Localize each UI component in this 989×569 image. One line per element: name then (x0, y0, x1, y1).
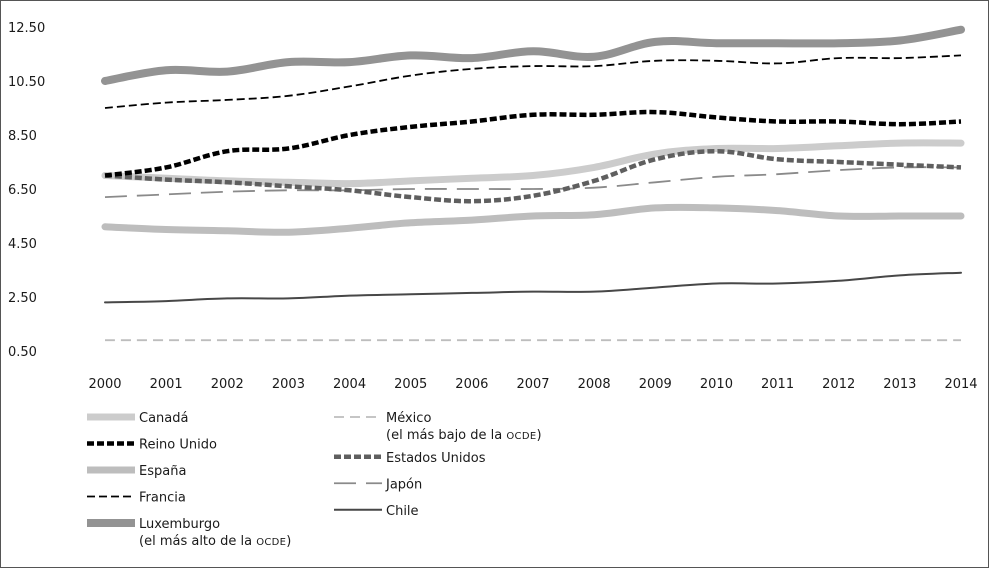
legend-label: Canadá (139, 411, 188, 426)
x-tick-label: 2014 (944, 377, 977, 392)
x-tick-label: 2001 (150, 377, 183, 392)
legend-label: España (139, 464, 186, 479)
legend-label: Reino Unido (139, 438, 217, 453)
x-tick-label: 2009 (639, 377, 672, 392)
x-tick-label: 2004 (333, 377, 366, 392)
x-tick-label: 2003 (272, 377, 305, 392)
y-tick-label: 6.50 (8, 183, 37, 198)
y-tick-label: 8.50 (8, 129, 37, 144)
y-tick-label: 0.50 (8, 345, 37, 360)
x-tick-label: 2010 (700, 377, 733, 392)
series-line-reino-unido (104, 109, 962, 178)
x-tick-label: 2002 (211, 377, 244, 392)
x-tick-label: 2007 (516, 377, 549, 392)
x-tick-label: 2011 (761, 377, 794, 392)
series-line-chile (104, 271, 962, 304)
x-tick-label: 2005 (394, 377, 427, 392)
x-tick-label: 2012 (822, 377, 855, 392)
series-line-luxemburgo (101, 25, 965, 85)
x-tick-label: 2006 (455, 377, 488, 392)
x-tick-label: 2008 (578, 377, 611, 392)
legend-label: Estados Unidos (386, 451, 486, 466)
x-tick-label: 2013 (883, 377, 916, 392)
legend-label-note: (el más alto de la OCDE) (139, 534, 291, 549)
y-tick-label: 12.50 (8, 21, 45, 36)
series-line-francia (104, 54, 962, 109)
series-line-estados-unidos (104, 148, 962, 204)
legend-label: Luxemburgo (139, 517, 220, 532)
series-line-españa (101, 203, 965, 236)
legend-label: Japón (385, 477, 422, 492)
legend-label: México (386, 411, 431, 426)
y-tick-label: 4.50 (8, 237, 37, 252)
x-tick-label: 2000 (88, 377, 121, 392)
legend-label-note: (el más bajo de la OCDE) (386, 428, 542, 443)
y-tick-label: 2.50 (8, 291, 37, 306)
y-tick-label: 10.50 (8, 75, 45, 90)
series-line-japón (104, 166, 962, 198)
legend-label: Francia (139, 491, 186, 506)
legend-label: Chile (386, 504, 419, 519)
